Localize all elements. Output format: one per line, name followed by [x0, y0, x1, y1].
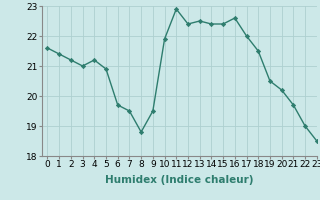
X-axis label: Humidex (Indice chaleur): Humidex (Indice chaleur) — [105, 175, 253, 185]
